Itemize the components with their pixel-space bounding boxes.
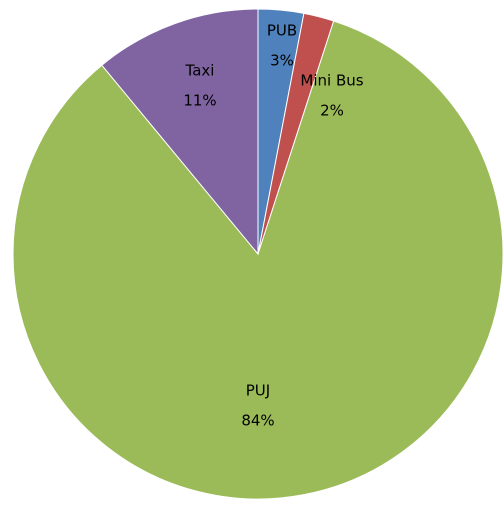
slice-value-label: 11% xyxy=(183,92,216,110)
pie-slice xyxy=(101,8,259,256)
slice-label: PUJ xyxy=(246,382,270,400)
slice-value-label: 84% xyxy=(241,412,274,430)
slice-label: Mini Bus xyxy=(300,72,363,90)
slice-label: PUB xyxy=(267,22,297,40)
pie-slice xyxy=(12,20,503,500)
slice-value-label: 3% xyxy=(270,52,294,70)
slice-value-label: 2% xyxy=(320,102,344,120)
slice-label: Taxi xyxy=(185,62,215,80)
